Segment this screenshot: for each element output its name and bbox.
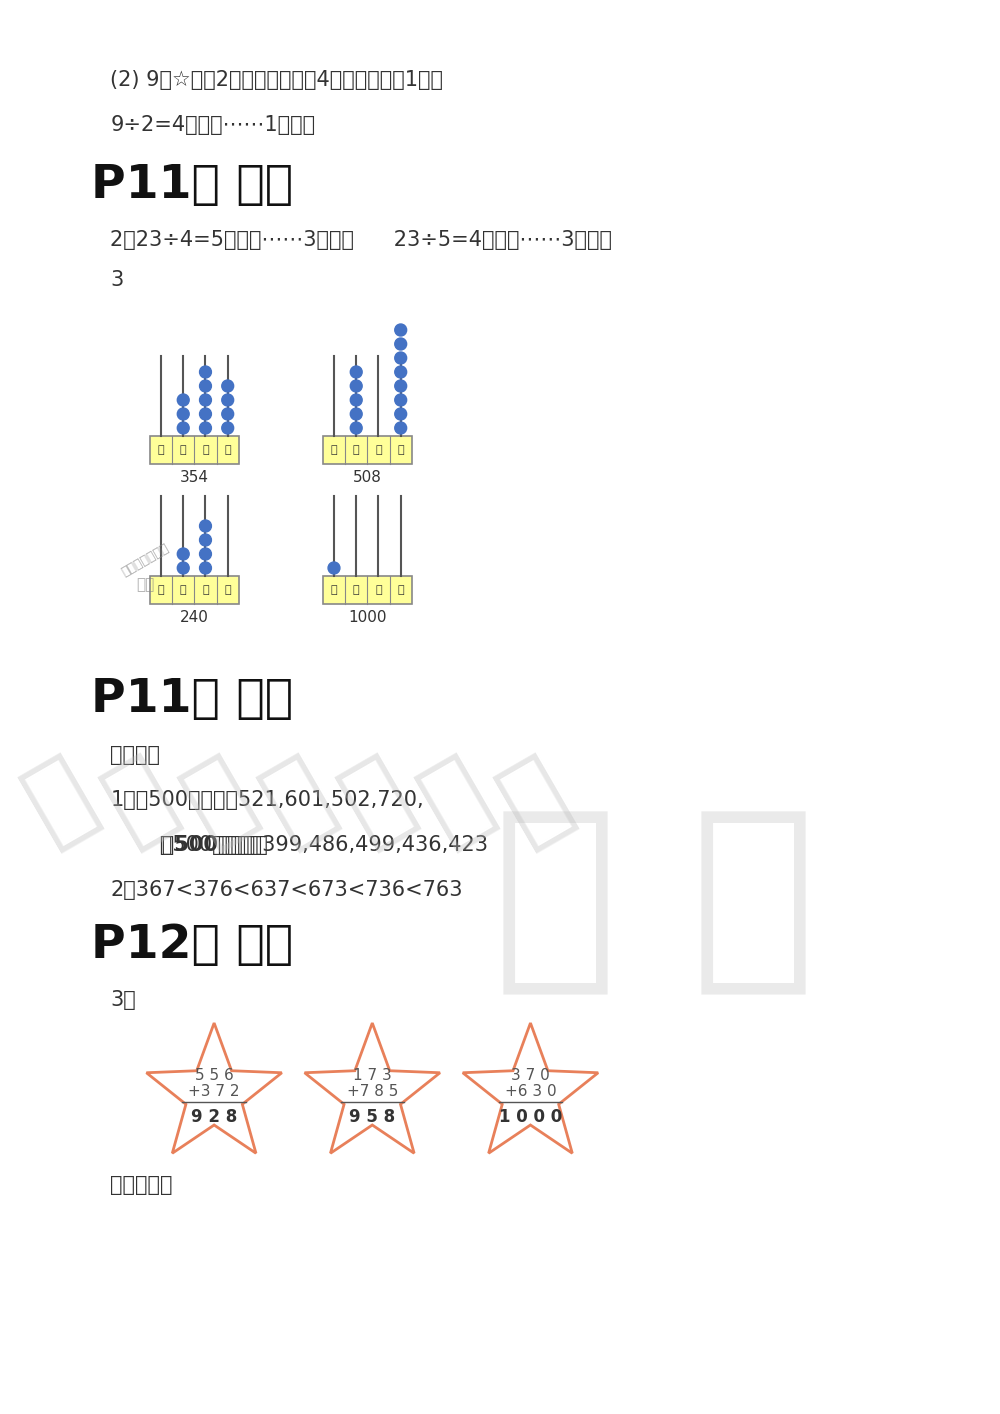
Circle shape — [222, 409, 234, 420]
Text: P11： 右栏: P11： 右栏 — [91, 677, 293, 723]
Text: 十: 十 — [375, 585, 382, 595]
Circle shape — [222, 380, 234, 392]
Text: 3、: 3、 — [110, 990, 136, 1010]
Text: 查: 查 — [248, 742, 348, 857]
Text: 十: 十 — [202, 585, 209, 595]
Circle shape — [200, 520, 211, 532]
Circle shape — [395, 409, 407, 420]
Text: 个: 个 — [397, 585, 404, 595]
Text: 9 5 8: 9 5 8 — [349, 1109, 395, 1126]
Text: 千: 千 — [158, 445, 164, 455]
Circle shape — [350, 395, 362, 406]
FancyBboxPatch shape — [150, 575, 239, 604]
Circle shape — [222, 395, 234, 406]
Text: +6 3 0: +6 3 0 — [505, 1085, 556, 1100]
Text: 3 7 0: 3 7 0 — [511, 1068, 550, 1083]
Text: 个: 个 — [224, 445, 231, 455]
Circle shape — [395, 395, 407, 406]
Text: 加油站：: 加油站： — [110, 745, 160, 765]
Circle shape — [200, 534, 211, 546]
Text: 百: 百 — [353, 445, 360, 455]
Text: 千: 千 — [331, 445, 337, 455]
Circle shape — [177, 549, 189, 560]
Text: 作: 作 — [11, 742, 111, 857]
Text: 比500少的数：: 比500少的数： — [140, 836, 268, 855]
Text: 智力冲浪：: 智力冲浪： — [110, 1175, 173, 1195]
Polygon shape — [463, 1022, 598, 1154]
Circle shape — [395, 380, 407, 392]
Text: 9÷2=4（份）⋯⋯1（个）: 9÷2=4（份）⋯⋯1（个） — [110, 115, 315, 134]
Circle shape — [395, 366, 407, 378]
Circle shape — [200, 561, 211, 574]
Text: P12： 左栏: P12： 左栏 — [91, 922, 293, 967]
Text: 9 2 8: 9 2 8 — [191, 1109, 237, 1126]
Circle shape — [395, 352, 407, 363]
Text: 十: 十 — [202, 445, 209, 455]
Circle shape — [350, 380, 362, 392]
Text: 354: 354 — [180, 471, 209, 485]
Text: 3: 3 — [110, 270, 124, 290]
Text: 1 0 0 0: 1 0 0 0 — [499, 1109, 562, 1126]
Text: 手: 手 — [485, 742, 586, 857]
Text: 精灵: 精灵 — [136, 577, 154, 592]
Text: +7 8 5: +7 8 5 — [347, 1085, 398, 1100]
Text: 个: 个 — [224, 585, 231, 595]
Text: P11： 左栏: P11： 左栏 — [91, 163, 293, 208]
Text: 作业检查小帮手: 作业检查小帮手 — [119, 542, 171, 578]
Circle shape — [177, 561, 189, 574]
Text: 十: 十 — [375, 445, 382, 455]
Circle shape — [177, 395, 189, 406]
Circle shape — [350, 421, 362, 434]
Polygon shape — [305, 1022, 440, 1154]
Circle shape — [200, 409, 211, 420]
Circle shape — [350, 366, 362, 378]
Circle shape — [395, 421, 407, 434]
Text: 百: 百 — [180, 585, 187, 595]
Circle shape — [200, 421, 211, 434]
Text: 1 7 3: 1 7 3 — [353, 1068, 392, 1083]
Text: 2、367<376<637<673<736<763: 2、367<376<637<673<736<763 — [110, 880, 463, 899]
Text: 业: 业 — [90, 742, 190, 857]
Circle shape — [395, 324, 407, 337]
Text: 灵: 灵 — [690, 799, 815, 1001]
Circle shape — [200, 366, 211, 378]
Circle shape — [222, 421, 234, 434]
Text: 小: 小 — [327, 742, 427, 857]
Circle shape — [328, 561, 340, 574]
Text: (2) 9个☆，刄2个一份，分成（4）份，还剩（1）个: (2) 9个☆，刄2个一份，分成（4）份，还剩（1）个 — [110, 71, 443, 90]
Text: +3 7 2: +3 7 2 — [188, 1085, 240, 1100]
Circle shape — [200, 380, 211, 392]
Text: 个: 个 — [397, 445, 404, 455]
Circle shape — [395, 338, 407, 351]
Circle shape — [350, 409, 362, 420]
FancyBboxPatch shape — [323, 575, 412, 604]
Text: 5 5 6: 5 5 6 — [195, 1068, 234, 1083]
Text: 1000: 1000 — [348, 611, 387, 625]
Circle shape — [200, 395, 211, 406]
Text: 比500少的数：399,486,499,436,423: 比500少的数：399,486,499,436,423 — [140, 836, 488, 855]
Polygon shape — [146, 1022, 282, 1154]
Circle shape — [177, 421, 189, 434]
FancyBboxPatch shape — [323, 436, 412, 464]
Text: 2、23÷4=5（个）⋯⋯3（根）      23÷5=4（根）⋯⋯3（根）: 2、23÷4=5（个）⋯⋯3（根） 23÷5=4（根）⋯⋯3（根） — [110, 230, 612, 250]
Text: 百: 百 — [353, 585, 360, 595]
Circle shape — [177, 409, 189, 420]
Circle shape — [200, 549, 211, 560]
Text: 千: 千 — [331, 585, 337, 595]
Text: 百: 百 — [180, 445, 187, 455]
Text: 帮: 帮 — [406, 742, 507, 857]
Text: 240: 240 — [180, 611, 209, 625]
Text: 检: 检 — [169, 742, 269, 857]
Text: 1、比500多的数：521,601,502,720,: 1、比500多的数：521,601,502,720, — [110, 790, 424, 810]
Text: 精: 精 — [493, 799, 618, 1001]
Text: 508: 508 — [353, 471, 382, 485]
FancyBboxPatch shape — [150, 436, 239, 464]
Text: 千: 千 — [158, 585, 164, 595]
